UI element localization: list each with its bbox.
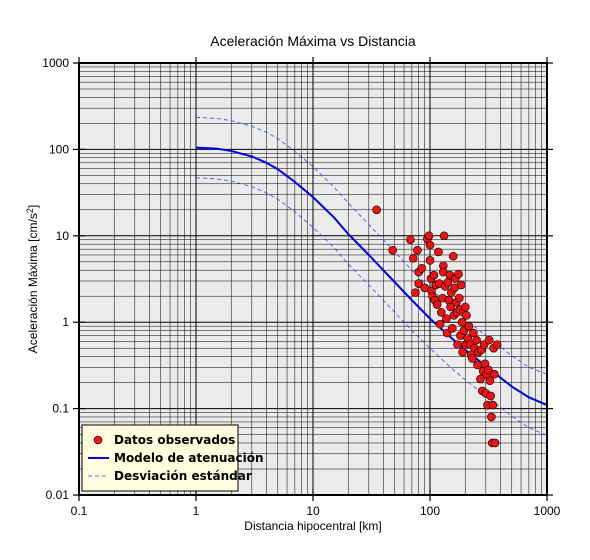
data-point <box>414 279 423 288</box>
legend-label-observed: Datos observados <box>114 433 235 447</box>
legend-label-model: Modelo de atenuación <box>114 451 264 465</box>
data-point <box>457 317 467 327</box>
data-point <box>484 365 493 375</box>
y-tick-labels: 0.01 0.1 1 10 100 1000 <box>42 56 69 502</box>
data-point <box>492 340 502 349</box>
x-tick-label: 0.1 <box>71 504 88 518</box>
data-point <box>490 438 500 448</box>
data-point <box>446 302 455 312</box>
x-tick-label: 1 <box>193 504 200 518</box>
data-point <box>434 247 443 257</box>
legend-label-deviation: Desviación estándar <box>114 469 252 483</box>
data-point <box>469 328 478 338</box>
data-point <box>460 302 470 312</box>
data-point <box>473 360 482 370</box>
data-point <box>447 323 457 333</box>
data-point <box>425 240 435 250</box>
y-tick-label: 1000 <box>42 56 69 70</box>
data-point <box>425 256 435 265</box>
deviation-curve <box>195 116 548 375</box>
y-axis-label-main: Aceleración Máxima [cm/s <box>26 213 40 353</box>
data-point <box>472 335 481 345</box>
data-point <box>437 308 446 317</box>
data-point <box>372 205 381 215</box>
data-point <box>487 412 496 422</box>
x-tick-label: 10 <box>306 504 320 518</box>
data-point <box>411 288 420 297</box>
deviation-curve <box>195 177 548 436</box>
data-point <box>442 314 451 323</box>
data-point <box>454 293 464 303</box>
x-axis-label: Distancia hipocentral [km] <box>244 519 381 533</box>
data-point <box>485 376 495 386</box>
data-point <box>488 400 498 410</box>
data-point <box>432 300 442 309</box>
data-point <box>454 269 463 279</box>
data-point <box>435 319 445 329</box>
y-axis-label: Aceleración Máxima [cm/s2] <box>25 205 40 353</box>
deviation-lines <box>195 116 548 436</box>
y-tick-label: 0.01 <box>46 488 70 502</box>
data-point <box>406 235 415 245</box>
legend: Datos observados Modelo de atenuación De… <box>81 424 264 492</box>
data-point <box>439 231 449 241</box>
data-point <box>468 354 477 363</box>
data-point <box>429 270 439 280</box>
data-point <box>462 311 471 320</box>
data-point <box>388 245 398 255</box>
data-point <box>409 253 418 263</box>
observed-points <box>372 205 502 448</box>
data-point <box>484 335 494 345</box>
chart-title: Aceleración Máxima vs Distancia <box>210 33 416 49</box>
plot-frame <box>78 62 548 496</box>
data-point <box>443 277 453 287</box>
data-point <box>476 374 485 384</box>
data-point <box>417 264 427 273</box>
data-point <box>453 340 462 349</box>
y-tick-label: 1 <box>62 315 69 329</box>
data-point <box>413 245 422 255</box>
data-point <box>458 347 467 357</box>
data-point <box>464 321 474 331</box>
x-tick-label: 1000 <box>534 504 561 518</box>
y-tick-label: 10 <box>56 229 70 243</box>
data-point <box>424 231 434 241</box>
y-axis-label-sup: 2 <box>25 208 35 213</box>
y-axis-label-end: ] <box>26 205 40 208</box>
data-point <box>486 391 495 401</box>
y-tick-label: 0.1 <box>52 402 69 416</box>
y-tick-label: 100 <box>49 142 69 156</box>
grid <box>79 63 547 495</box>
x-tick-label: 100 <box>420 504 440 518</box>
x-tick-labels: 0.1 1 10 100 1000 <box>71 504 561 518</box>
data-point <box>456 280 466 290</box>
data-point <box>448 251 458 261</box>
data-point <box>490 369 499 379</box>
legend-marker-observed <box>93 435 103 445</box>
